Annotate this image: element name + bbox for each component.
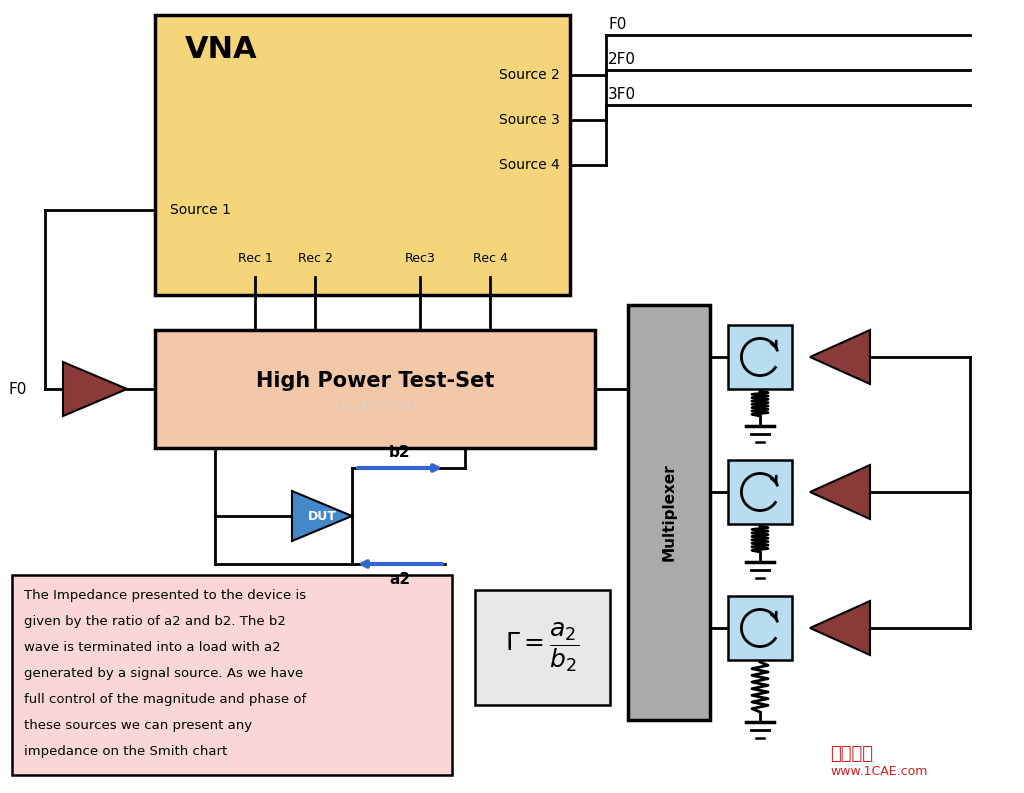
Bar — [728, 325, 792, 389]
Text: F0: F0 — [8, 381, 27, 396]
Text: these sources we can present any: these sources we can present any — [24, 719, 252, 732]
Text: given by the ratio of a2 and b2. The b2: given by the ratio of a2 and b2. The b2 — [24, 615, 286, 628]
Text: The Impedance presented to the device is: The Impedance presented to the device is — [24, 589, 306, 602]
Bar — [628, 305, 710, 720]
Polygon shape — [63, 362, 127, 416]
Bar — [155, 15, 570, 295]
Text: 1CAE.COM: 1CAE.COM — [335, 400, 416, 415]
Text: 3F0: 3F0 — [608, 87, 636, 102]
Text: Source 1: Source 1 — [170, 203, 230, 217]
Bar — [728, 596, 792, 660]
Text: full control of the magnitude and phase of: full control of the magnitude and phase … — [24, 693, 306, 706]
Text: Rec 1: Rec 1 — [238, 252, 272, 265]
Polygon shape — [810, 465, 870, 519]
Polygon shape — [810, 601, 870, 655]
Text: DUT: DUT — [307, 509, 337, 523]
Polygon shape — [810, 330, 870, 384]
Text: Source 3: Source 3 — [500, 113, 560, 127]
Polygon shape — [292, 491, 352, 541]
Text: Source 2: Source 2 — [500, 68, 560, 82]
Bar — [12, 575, 452, 775]
Text: impedance on the Smith chart: impedance on the Smith chart — [24, 745, 227, 758]
Text: $\Gamma = \dfrac{a_2}{b_2}$: $\Gamma = \dfrac{a_2}{b_2}$ — [505, 621, 580, 674]
Bar — [475, 590, 610, 705]
Text: generated by a signal source. As we have: generated by a signal source. As we have — [24, 667, 303, 680]
Text: Rec3: Rec3 — [404, 252, 435, 265]
Text: www.1CAE.com: www.1CAE.com — [830, 765, 928, 778]
Text: b2: b2 — [389, 445, 411, 460]
Text: 2F0: 2F0 — [608, 52, 636, 67]
Text: VNA: VNA — [185, 35, 258, 64]
Bar — [155, 330, 595, 448]
Text: Rec 4: Rec 4 — [472, 252, 508, 265]
Text: High Power Test-Set: High Power Test-Set — [256, 371, 495, 391]
Text: wave is terminated into a load with a2: wave is terminated into a load with a2 — [24, 641, 281, 654]
Text: Multiplexer: Multiplexer — [662, 464, 677, 561]
Text: Source 4: Source 4 — [500, 158, 560, 172]
Text: 仿真在线: 仿真在线 — [830, 745, 873, 763]
Text: Rec 2: Rec 2 — [298, 252, 333, 265]
Bar — [728, 460, 792, 524]
Text: a2: a2 — [389, 572, 411, 587]
Text: F0: F0 — [608, 17, 627, 32]
